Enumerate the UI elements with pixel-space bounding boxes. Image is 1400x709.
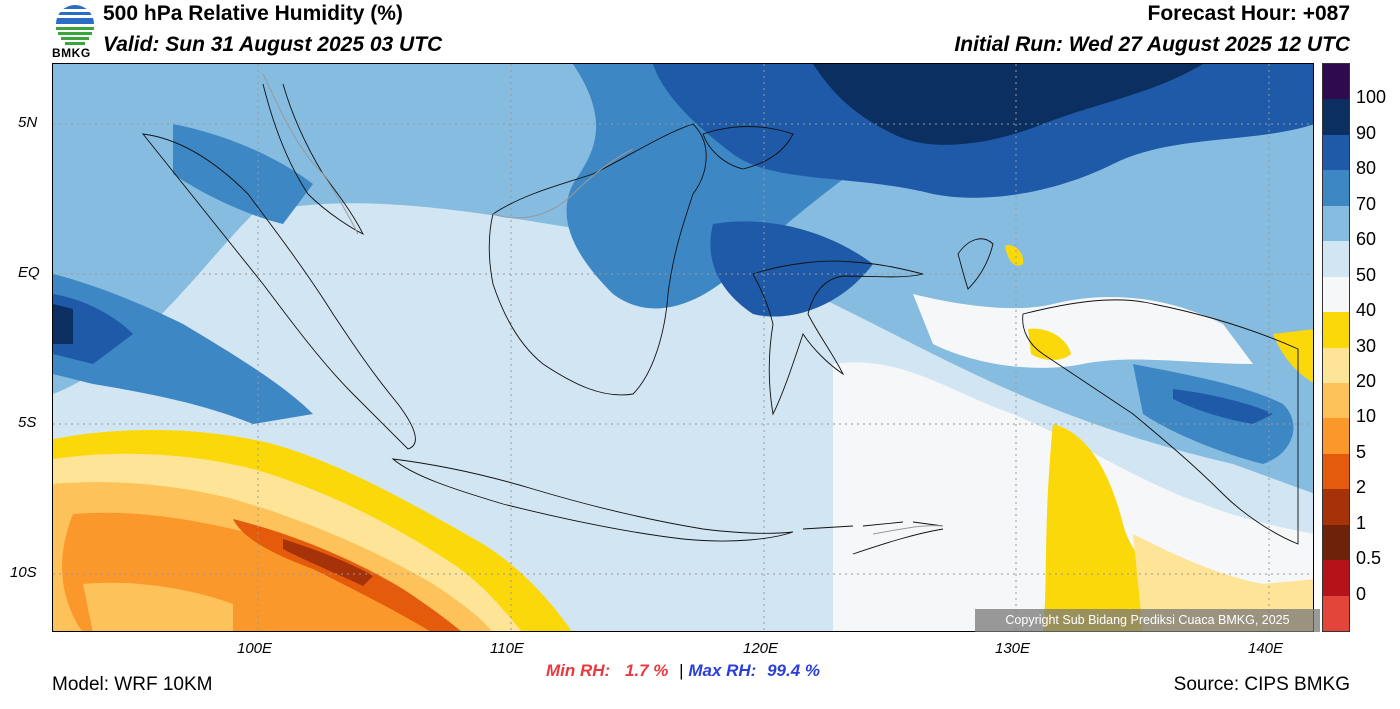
- colorbar-segment: [1323, 276, 1349, 313]
- colorbar-segment: [1323, 595, 1349, 631]
- source-label: Source: CIPS BMKG: [1173, 674, 1350, 695]
- colorbar-label: 90: [1356, 122, 1377, 143]
- colorbar-segment: [1323, 205, 1349, 242]
- colorbar-label: 30: [1356, 335, 1377, 356]
- colorbar-label: 2: [1356, 477, 1367, 498]
- max-rh-value: 99.4 %: [767, 661, 821, 680]
- colorbar-segment: [1323, 64, 1349, 100]
- colorbar-label: 20: [1356, 370, 1377, 391]
- colorbar-label: 10: [1356, 406, 1377, 427]
- lon-label-100e: 100E: [237, 640, 273, 657]
- colorbar-segment: [1323, 382, 1349, 419]
- lon-label-120e: 120E: [743, 640, 779, 657]
- colorbar-label: 50: [1356, 264, 1377, 285]
- colorbar-segment: [1323, 241, 1349, 277]
- forecast-hour: Forecast Hour: +087: [1147, 2, 1351, 25]
- colorbar-segment: [1323, 489, 1349, 525]
- humidity-map-field: [53, 64, 1313, 631]
- colorbar-label: 1: [1356, 512, 1367, 533]
- colorbar-segment: [1323, 560, 1349, 596]
- lon-label-110e: 110E: [490, 640, 524, 657]
- lat-label-eq: EQ: [18, 264, 40, 281]
- colorbar-segment: [1323, 418, 1349, 454]
- colorbar-segment: [1323, 453, 1349, 490]
- colorbar-segment: [1323, 347, 1349, 383]
- map-title: 500 hPa Relative Humidity (%): [103, 2, 403, 25]
- initial-run: Initial Run: Wed 27 August 2025 12 UTC: [954, 33, 1350, 56]
- colorbar-segment: [1323, 312, 1349, 348]
- colorbar-label: 60: [1356, 229, 1377, 250]
- minmax-separator: |: [679, 661, 684, 680]
- colorbar-label: 0: [1356, 583, 1367, 604]
- colorbar: [1322, 63, 1350, 632]
- lon-label-130e: 130E: [995, 640, 1031, 657]
- copyright-notice: Copyright Sub Bidang Prediksi Cuaca BMKG…: [975, 609, 1320, 632]
- colorbar-label: 80: [1356, 158, 1377, 179]
- lat-label-10s: 10S: [10, 564, 37, 581]
- lon-label-140e: 140E: [1248, 640, 1284, 657]
- colorbar-label: 70: [1356, 193, 1377, 214]
- bmkg-logo-icon: [50, 0, 100, 62]
- lat-label-5s: 5S: [18, 414, 37, 431]
- logo-text: BMKG: [52, 46, 91, 60]
- min-rh-value: 1.7 %: [624, 661, 669, 680]
- max-rh-label: Max RH:: [688, 661, 757, 680]
- colorbar-label: 0.5: [1356, 548, 1382, 569]
- colorbar-label: 40: [1356, 300, 1377, 321]
- min-rh-label: Min RH:: [546, 661, 611, 680]
- lat-label-5n: 5N: [18, 114, 38, 131]
- colorbar-segment: [1323, 524, 1349, 561]
- colorbar-label: 5: [1356, 441, 1367, 462]
- colorbar-segment: [1323, 99, 1349, 135]
- colorbar-segment: [1323, 170, 1349, 206]
- model-label: Model: WRF 10KM: [52, 674, 213, 695]
- colorbar-segment: [1323, 134, 1349, 171]
- humidity-map: [52, 63, 1314, 632]
- colorbar-label: 100: [1356, 87, 1387, 108]
- valid-time: Valid: Sun 31 August 2025 03 UTC: [103, 33, 443, 56]
